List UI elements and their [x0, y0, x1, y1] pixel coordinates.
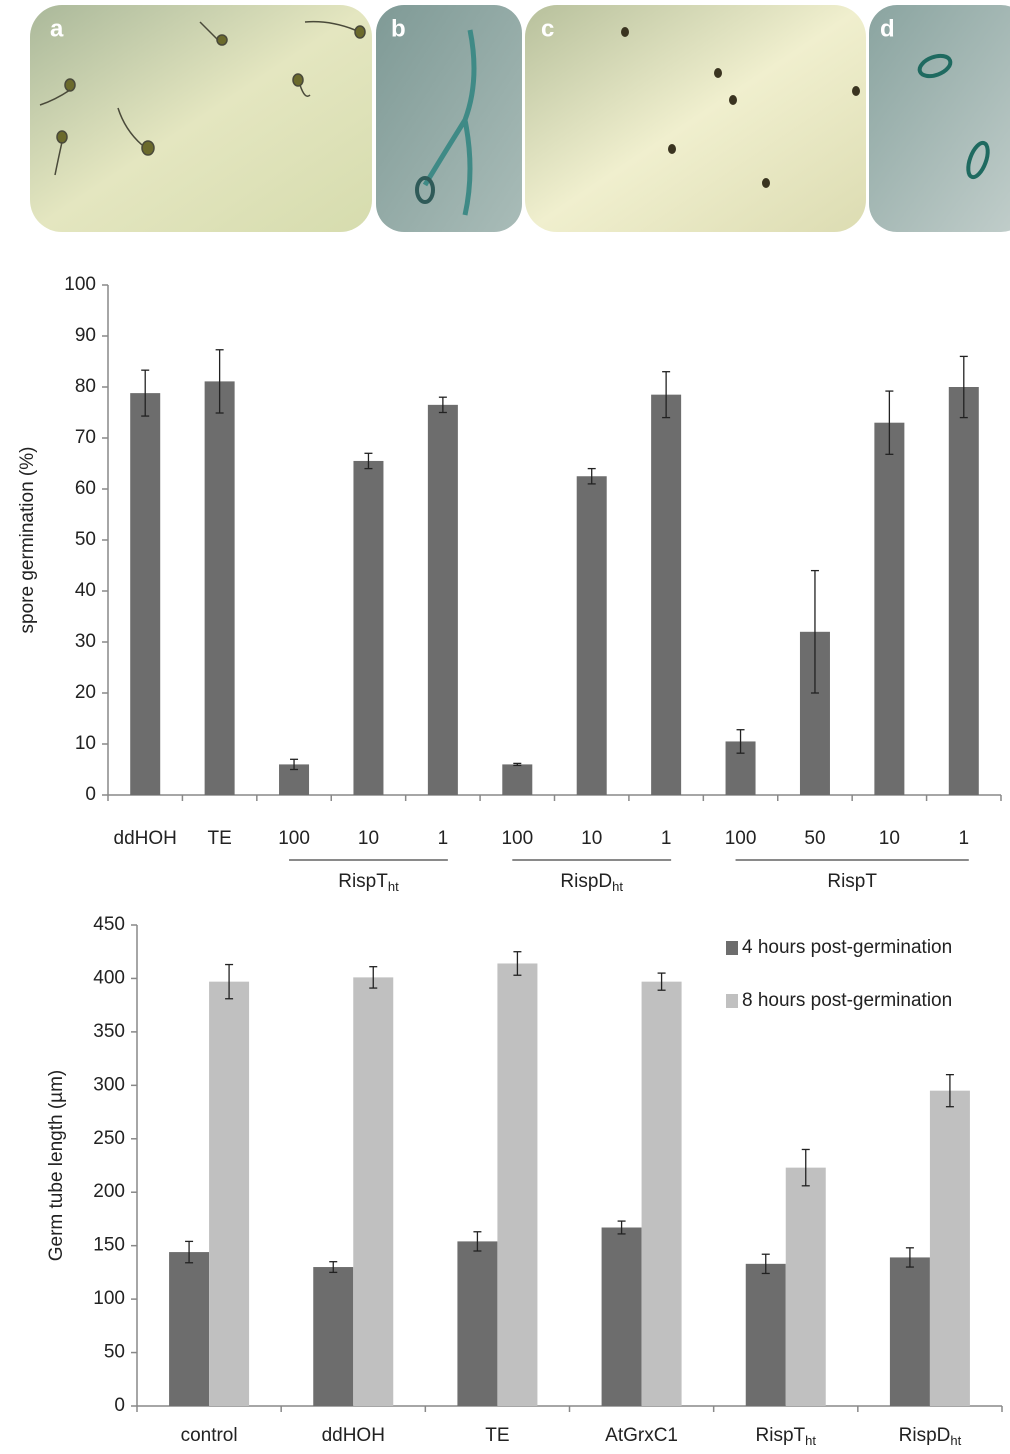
x-tick-label: 1 [438, 828, 449, 849]
x-tick-label: 100 [501, 828, 533, 849]
x-tick-label-sub: ht [805, 1433, 816, 1448]
x-tick-label: 100 [725, 828, 757, 849]
y-tick-label: 30 [75, 631, 96, 652]
bar [745, 1263, 786, 1406]
bar [130, 393, 161, 795]
x-tick-label: ddHOH [114, 828, 177, 849]
legend-swatch [726, 994, 738, 1008]
bar [457, 1241, 498, 1406]
x-tick-label: RispTht [756, 1425, 817, 1448]
x-tick-label: RispDht [899, 1425, 962, 1448]
y-tick-label: 150 [93, 1235, 125, 1256]
y-tick-label: 50 [75, 529, 96, 550]
bar [785, 1167, 826, 1406]
bar [889, 1257, 930, 1406]
y-tick-label: 40 [75, 580, 96, 601]
bar [641, 981, 682, 1406]
bar [948, 387, 979, 795]
panel-b-image [376, 5, 522, 232]
bar [497, 963, 538, 1406]
bar [353, 977, 394, 1406]
group-label-main: RispT [827, 871, 877, 892]
y-tick-label: 300 [93, 1074, 125, 1095]
y-axis-label: Germ tube length (µm) [46, 1070, 67, 1262]
x-tick-label: 10 [879, 828, 900, 849]
bar [874, 422, 905, 795]
y-tick-label: 450 [93, 914, 125, 935]
legend-label: 8 hours post-germination [742, 990, 952, 1011]
y-tick-label: 350 [93, 1021, 125, 1042]
bar [502, 764, 533, 795]
y-axis-label: spore germination (%) [17, 447, 38, 634]
spore [966, 140, 990, 180]
group-label: RispDht [560, 871, 623, 894]
y-tick-label: 400 [93, 967, 125, 988]
group-label-main: RispT [338, 871, 388, 892]
panel-a-image [30, 5, 372, 232]
group-label-main: RispD [560, 871, 612, 892]
bar [169, 1252, 210, 1406]
x-tick-label: 1 [959, 828, 970, 849]
panel-label: d [880, 15, 895, 42]
x-tick-label: TE [485, 1425, 509, 1446]
encysted-spores [621, 27, 860, 188]
y-tick-label: 60 [75, 478, 96, 499]
x-tick-label: AtGrxC1 [605, 1425, 678, 1446]
y-tick-label: 90 [75, 325, 96, 346]
legend-swatch [726, 941, 738, 955]
x-tick-label-main: RispD [899, 1425, 951, 1446]
y-tick-label: 250 [93, 1128, 125, 1149]
x-tick-label: 100 [278, 828, 310, 849]
x-tick-label: TE [207, 828, 231, 849]
bar [353, 460, 384, 795]
panel-label: c [541, 15, 554, 42]
x-tick-label: 10 [358, 828, 379, 849]
group-label: RispT [827, 871, 877, 892]
bar [576, 476, 607, 795]
zoospores [39, 20, 366, 176]
x-tick-label-sub: ht [950, 1433, 961, 1448]
x-tick-label: 10 [581, 828, 602, 849]
y-tick-label: 0 [114, 1395, 125, 1416]
y-tick-label: 20 [75, 682, 96, 703]
y-tick-label: 80 [75, 376, 96, 397]
y-tick-label: 200 [93, 1181, 125, 1202]
y-tick-label: 100 [93, 1288, 125, 1309]
panel-c-image [525, 5, 866, 232]
bar [204, 381, 235, 795]
bar [651, 394, 682, 795]
bar [427, 404, 458, 795]
x-tick-label: control [181, 1425, 238, 1446]
group-label-sub: ht [612, 879, 623, 894]
x-tick-label: 50 [804, 828, 825, 849]
x-tick-label-main: RispT [756, 1425, 806, 1446]
spore [415, 176, 435, 204]
y-tick-label: 100 [64, 274, 96, 295]
germ-tube [422, 29, 477, 216]
x-tick-label: 1 [661, 828, 672, 849]
legend-label: 4 hours post-germination [742, 937, 952, 958]
panel-label: b [391, 15, 406, 42]
bar [929, 1090, 970, 1406]
bar [209, 981, 250, 1406]
group-label-sub: ht [388, 879, 399, 894]
x-tick-label: ddHOH [322, 1425, 385, 1446]
bar [313, 1267, 354, 1406]
y-tick-label: 50 [104, 1342, 125, 1363]
y-tick-label: 70 [75, 427, 96, 448]
spore [917, 53, 953, 79]
panel-label: a [50, 15, 64, 42]
bar [601, 1227, 642, 1406]
group-label: RispTht [338, 871, 399, 894]
micrographs: a b c d [30, 5, 1010, 232]
y-tick-label: 0 [85, 784, 96, 805]
y-tick-label: 10 [75, 733, 96, 754]
